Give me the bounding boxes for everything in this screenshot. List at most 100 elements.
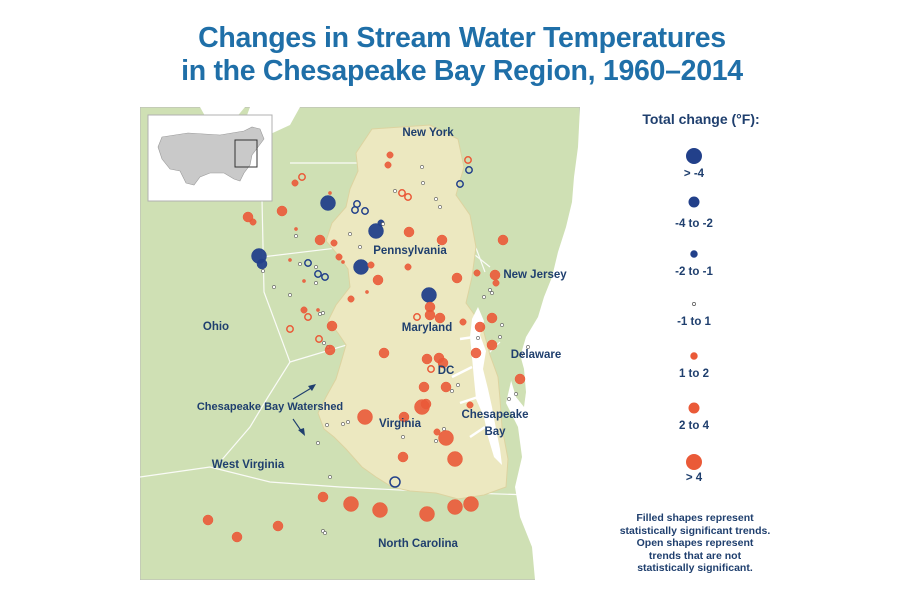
site-marker: [438, 430, 454, 446]
site-marker: [314, 265, 318, 269]
legend-label-7: > 4: [685, 472, 703, 484]
site-marker: [490, 291, 494, 295]
site-marker: [347, 295, 355, 303]
chesapeake-map: New York Pennsylvania New Jersey Ohio Ma…: [140, 107, 580, 580]
site-marker: [353, 259, 369, 275]
site-marker: [421, 353, 433, 365]
site-marker: [242, 211, 254, 223]
site-marker: [450, 389, 454, 393]
site-marker: [357, 409, 373, 425]
site-marker: [291, 179, 299, 187]
note-line-1: Filled shapes represent: [636, 512, 754, 524]
site-marker: [389, 476, 401, 488]
legend-label-2: -4 to -2: [675, 218, 713, 230]
site-marker: [403, 226, 415, 238]
site-marker: [492, 279, 500, 287]
site-marker: [320, 195, 336, 211]
site-marker: [473, 269, 481, 277]
label-pennsylvania: Pennsylvania: [373, 245, 447, 257]
site-marker: [421, 181, 425, 185]
label-delaware: Delaware: [511, 349, 562, 361]
site-marker: [314, 281, 318, 285]
site-marker: [433, 428, 441, 436]
site-marker: [436, 234, 448, 246]
site-marker: [368, 223, 384, 239]
site-marker: [447, 499, 463, 515]
legend-symbol-7: [686, 454, 702, 470]
site-marker: [507, 397, 511, 401]
site-marker: [314, 234, 326, 246]
site-marker: [341, 260, 345, 264]
site-marker: [328, 475, 332, 479]
legend-symbol-3: [690, 250, 698, 258]
site-marker: [466, 401, 474, 409]
site-marker: [341, 422, 345, 426]
site-marker: [272, 520, 284, 532]
note-line-5: statistically significant.: [637, 562, 753, 574]
note-line-3: Open shapes represent: [636, 537, 754, 549]
label-chesapeake-bay-2: Bay: [484, 426, 506, 438]
site-marker: [378, 347, 390, 359]
note-line-2: statistically significant trends.: [619, 524, 771, 537]
site-marker: [386, 151, 394, 159]
site-marker: [372, 274, 384, 286]
site-marker: [463, 496, 479, 512]
label-maryland: Maryland: [402, 322, 453, 334]
site-marker: [437, 357, 449, 369]
site-marker: [317, 491, 329, 503]
site-marker: [434, 439, 438, 443]
label-watershed: Chesapeake Bay Watershed: [197, 401, 343, 413]
site-marker: [384, 161, 392, 169]
site-marker: [328, 191, 332, 195]
site-marker: [464, 156, 472, 164]
site-marker: [442, 427, 446, 431]
site-marker: [330, 239, 338, 247]
legend-symbol-2: [688, 196, 700, 208]
site-marker: [451, 272, 463, 284]
site-marker: [419, 506, 435, 522]
site-marker: [324, 344, 336, 356]
site-marker: [286, 325, 294, 333]
site-marker: [325, 423, 329, 427]
site-marker: [404, 263, 412, 271]
legend-note: Filled shapes represent statistically si…: [600, 512, 790, 575]
site-marker: [401, 435, 405, 439]
legend-symbol-1: [686, 148, 702, 164]
site-marker: [519, 353, 523, 357]
site-marker: [298, 173, 306, 181]
site-marker: [514, 392, 518, 396]
site-marker: [272, 285, 276, 289]
site-marker: [526, 345, 530, 349]
site-marker: [424, 309, 436, 321]
site-marker: [256, 258, 268, 270]
site-marker: [398, 189, 406, 197]
label-new-jersey: New Jersey: [503, 269, 567, 281]
label-west-virginia: West Virginia: [212, 459, 285, 471]
ocean: [506, 107, 580, 580]
site-marker: [486, 312, 498, 324]
site-marker: [434, 197, 438, 201]
site-marker: [343, 496, 359, 512]
site-marker: [498, 335, 502, 339]
site-marker: [427, 365, 435, 373]
site-marker: [489, 269, 501, 281]
site-marker: [288, 258, 292, 262]
monitoring-sites: [202, 151, 530, 543]
label-virginia: Virginia: [379, 418, 422, 430]
title-line-1: Changes in Stream Water Temperatures: [198, 22, 726, 54]
site-marker: [276, 205, 288, 217]
site-marker: [440, 381, 452, 393]
site-marker: [300, 306, 308, 314]
site-marker: [456, 383, 460, 387]
site-marker: [413, 313, 421, 321]
site-marker: [500, 323, 504, 327]
site-marker: [321, 273, 329, 281]
site-marker: [358, 245, 362, 249]
site-marker: [335, 253, 343, 261]
site-marker: [365, 290, 369, 294]
title-line-2: in the Chesapeake Bay Region, 1960–2014: [181, 55, 743, 87]
legend-label-3: -2 to -1: [675, 266, 713, 278]
site-marker: [249, 218, 257, 226]
note-line-4: trends that are not: [648, 549, 742, 562]
site-marker: [315, 335, 323, 343]
